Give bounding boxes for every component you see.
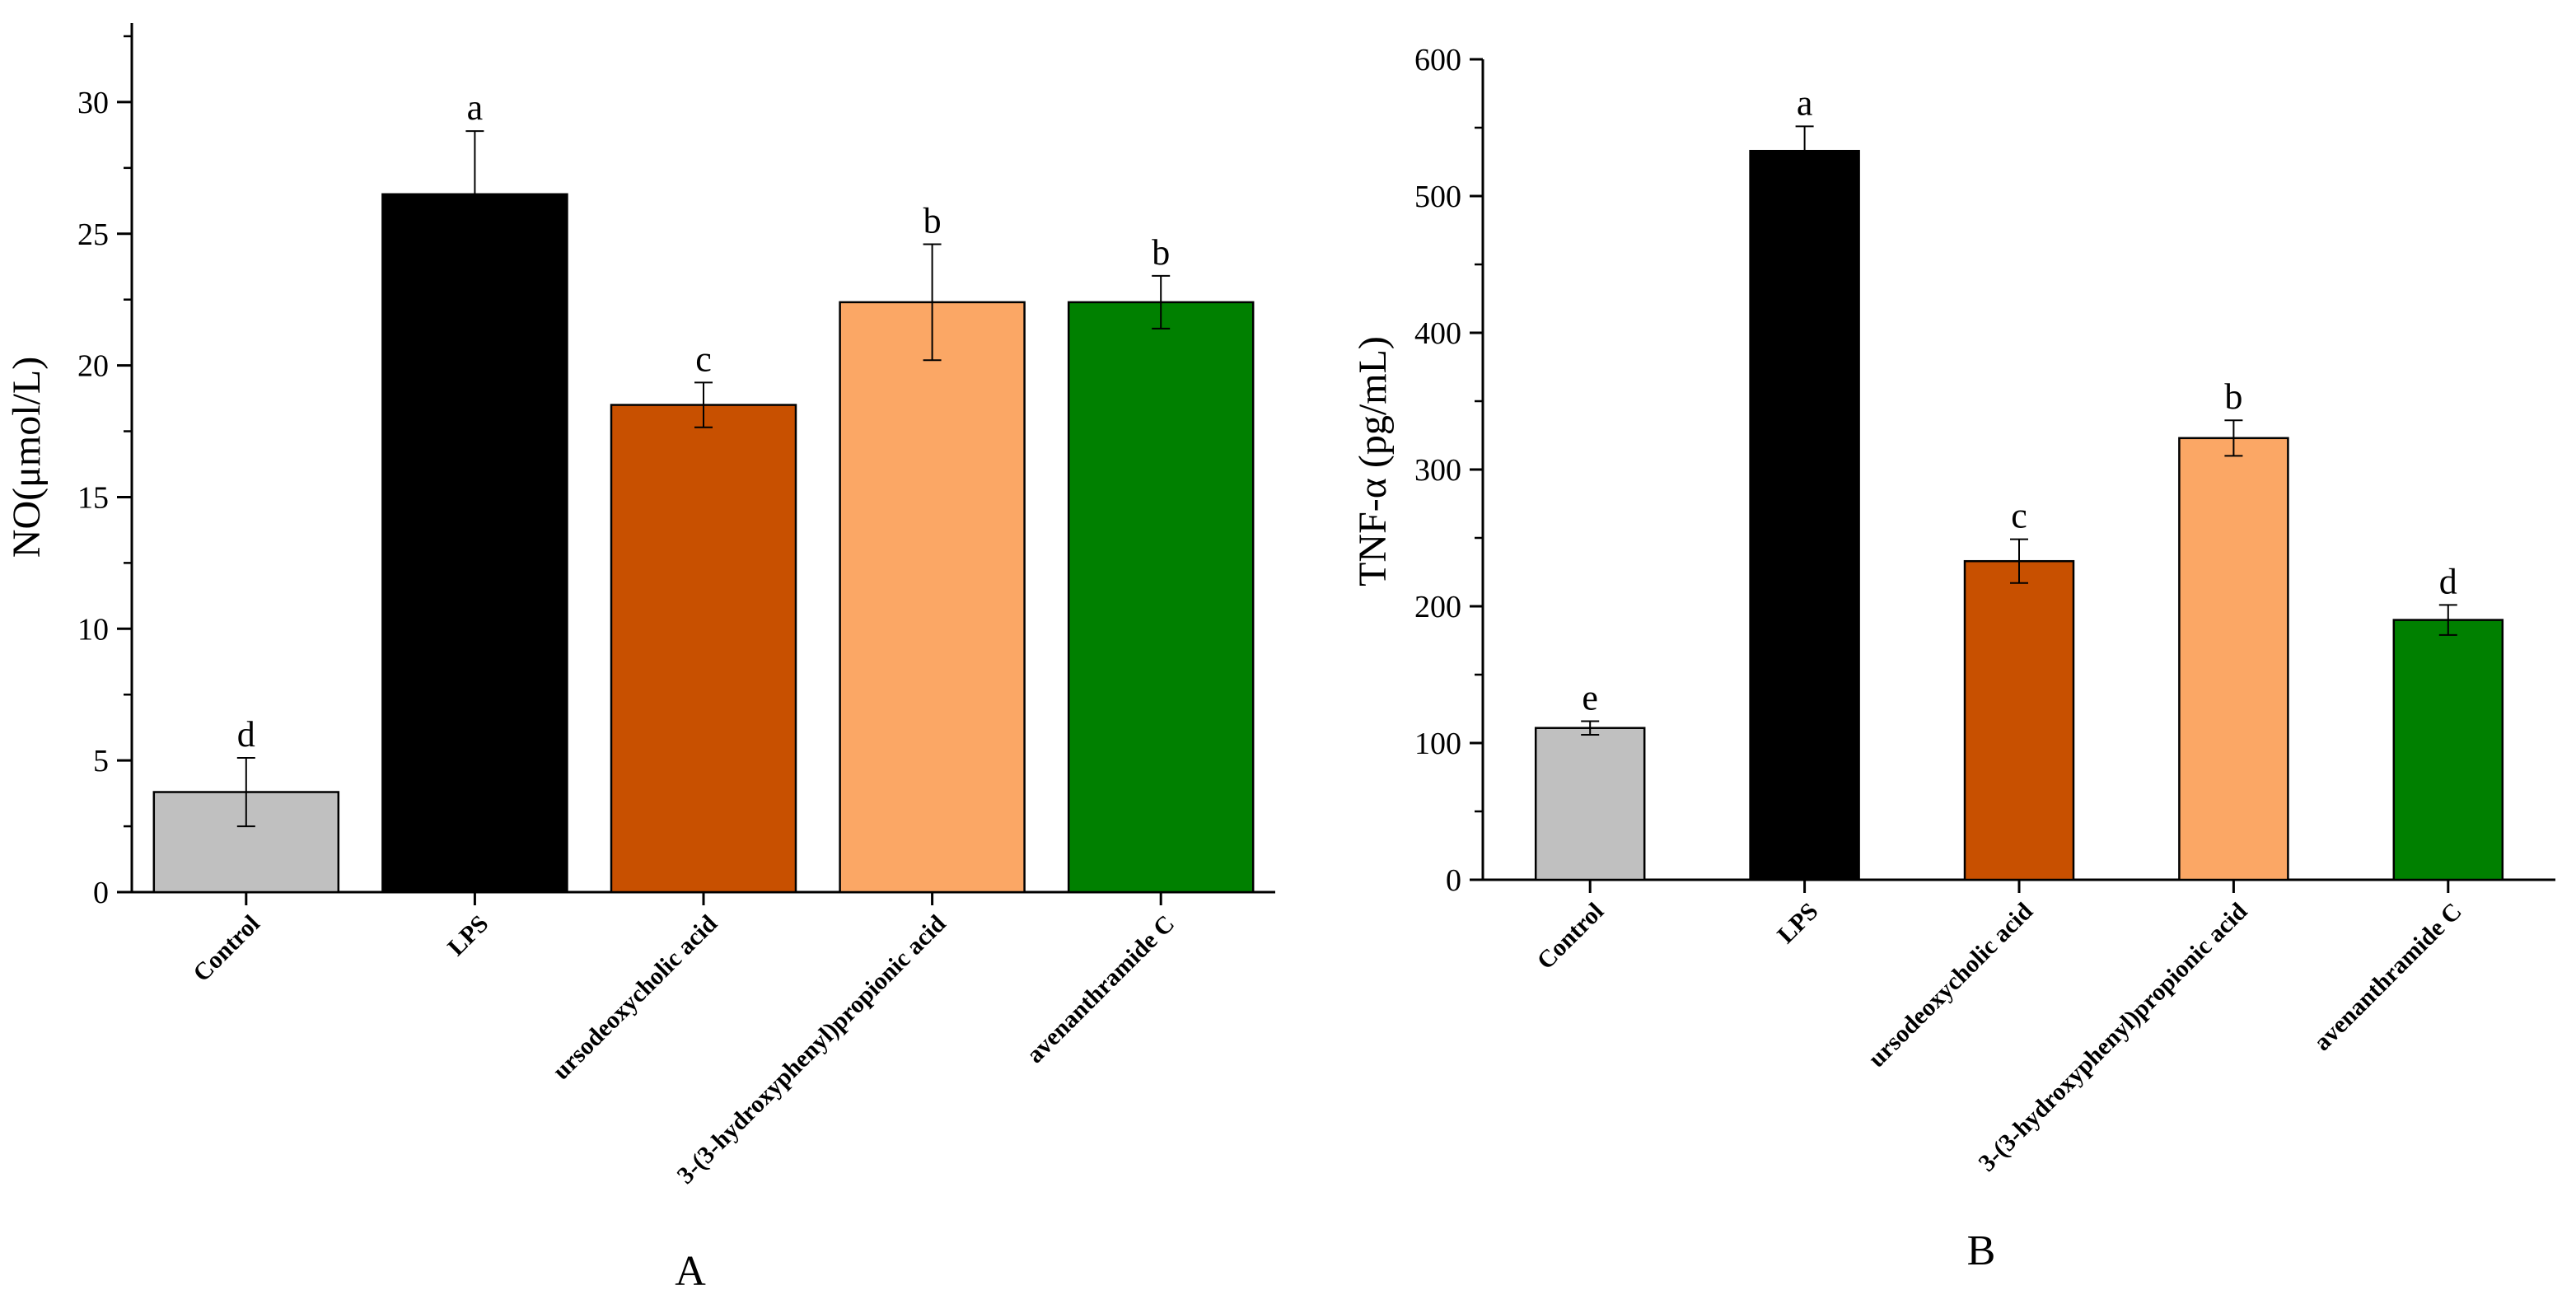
y-tick-label: 20 (77, 349, 109, 384)
significance-letter: c (2011, 496, 2027, 536)
bar-2 (1749, 149, 1860, 881)
bar-5 (2392, 619, 2504, 881)
chart-panel-b: 0 100 200 300 400 500 600 TNF-α (pg/mL) e Control… (1351, 43, 2555, 1274)
y-tick-label: 5 (93, 744, 109, 778)
significance-letter: b (2224, 376, 2242, 417)
y-tick-label: 15 (77, 480, 109, 515)
y-tick-label: 200 (1414, 590, 1461, 624)
chart-panel-a: 0 5 10 15 20 25 30 NO(μmol/L) d Control a LPS c ursod… (5, 23, 1275, 1295)
significance-letter: e (1582, 677, 1598, 717)
bar-4 (2178, 437, 2289, 881)
y-tick-label: 30 (77, 86, 109, 120)
panel-label: B (1967, 1227, 1996, 1274)
significance-letter: a (467, 87, 484, 128)
y-axis-title: TNF-α (pg/mL) (1351, 336, 1395, 587)
bar-1 (1534, 727, 1646, 881)
x-category-label: avenanthramide C (2308, 898, 2466, 1056)
x-category-label: Control (1531, 898, 1609, 975)
y-tick-label: 25 (77, 217, 109, 252)
significance-letter: a (1797, 82, 1813, 123)
x-category-label: avenanthramide C (1022, 910, 1180, 1068)
bar-4 (839, 301, 1026, 894)
bar-5 (1067, 301, 1255, 894)
significance-letter: d (237, 714, 255, 755)
x-category-label: ursodeoxycholic acid (1863, 897, 2038, 1073)
bar-3 (610, 404, 797, 894)
x-category-label: Control (188, 910, 265, 988)
x-category-label: 3-(3-hydroxyphenyl)propionic acid (672, 909, 951, 1189)
significance-letter: d (2439, 561, 2457, 601)
y-tick-label: 400 (1414, 316, 1461, 351)
bar-3 (1963, 559, 2075, 881)
significance-letter: b (923, 201, 942, 241)
bar-2 (381, 193, 568, 894)
significance-letter: b (1152, 232, 1170, 273)
x-category-label: LPS (442, 910, 493, 961)
y-tick-label: 100 (1414, 727, 1461, 761)
y-tick-label: 0 (1446, 863, 1461, 898)
y-tick-label: 10 (77, 612, 109, 647)
y-tick-label: 600 (1414, 43, 1461, 77)
significance-letter: c (695, 339, 712, 379)
y-axis-title: NO(μmol/L) (5, 357, 49, 558)
x-category-label: ursodeoxycholic acid (547, 909, 722, 1085)
y-tick-label: 0 (93, 876, 109, 910)
y-tick-label: 300 (1414, 453, 1461, 488)
y-tick-label: 500 (1414, 180, 1461, 214)
panel-label: A (675, 1248, 706, 1295)
x-category-label: LPS (1772, 898, 1823, 949)
